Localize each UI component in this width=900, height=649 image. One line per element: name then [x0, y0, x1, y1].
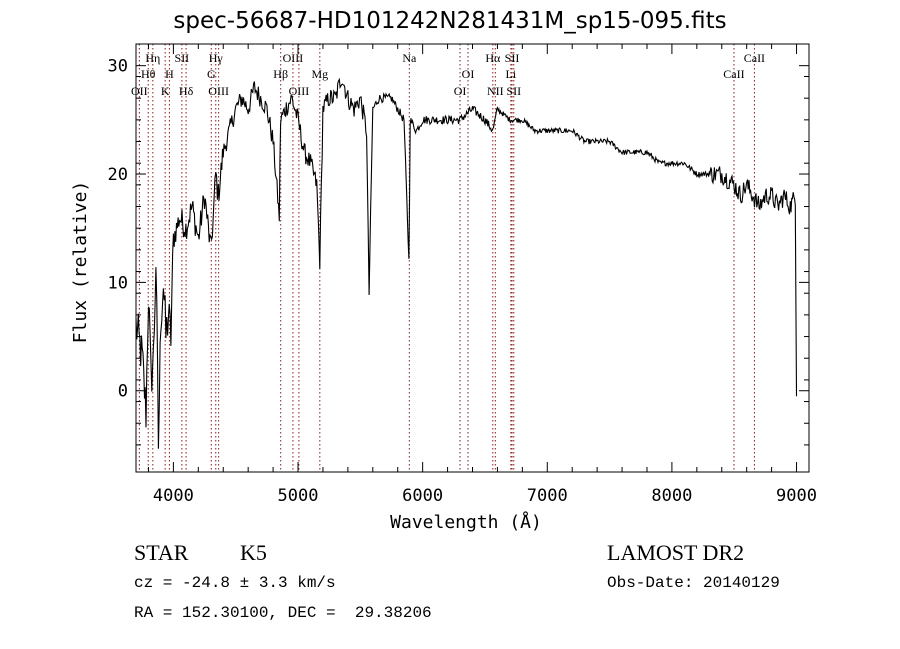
x-tick-label: 8000 — [651, 486, 692, 506]
marker-label: OI — [462, 67, 475, 81]
marker-label: H — [165, 67, 174, 81]
chart-title: spec-56687-HD101242N281431M_sp15-095.fit… — [173, 8, 727, 34]
survey-name: LAMOST DR2 — [607, 540, 745, 565]
marker-label: Hθ — [141, 67, 156, 81]
y-tick-label: 30 — [108, 57, 128, 77]
x-tick-label: 6000 — [402, 486, 443, 506]
x-axis-label: Wavelength (Å) — [390, 511, 542, 533]
marker-label: OIII — [208, 84, 229, 98]
y-axis-label: Flux (relative) — [70, 181, 91, 344]
line-markers — [138, 44, 755, 472]
marker-label: Mg — [311, 67, 328, 81]
marker-label: Hγ — [209, 51, 224, 65]
marker-label: SII — [505, 51, 520, 65]
object-subclass: K5 — [240, 540, 267, 565]
x-axis: 4000 5000 6000 7000 8000 9000 — [147, 44, 817, 506]
marker-label: NII — [487, 84, 504, 98]
x-tick-label: 7000 — [527, 486, 568, 506]
y-tick-label: 20 — [108, 165, 128, 185]
marker-label: Hη — [145, 51, 160, 65]
y-tick-label: 0 — [118, 382, 128, 402]
marker-label: Hδ — [179, 84, 194, 98]
marker-label: OIII — [283, 51, 304, 65]
marker-label: Hα — [485, 51, 501, 65]
y-axis: 0 10 20 30 — [108, 57, 809, 446]
marker-label: SII — [175, 51, 190, 65]
x-tick-label: 5000 — [278, 486, 319, 506]
marker-label: OI — [454, 84, 467, 98]
line-labels: Hη SII Hγ OIII Na Hα SII CaII Hθ H G Hβ Mg OI Li CaII OI… — [131, 51, 765, 98]
object-class: STAR — [134, 540, 189, 565]
y-tick-label: 10 — [108, 273, 128, 293]
coordinates: RA = 152.30100, DEC = 29.38206 — [134, 604, 432, 622]
x-tick-label: 4000 — [153, 486, 194, 506]
spectrum-series-line — [135, 77, 798, 449]
marker-label: Li — [506, 67, 517, 81]
marker-label: CaII — [744, 51, 765, 65]
marker-label: G — [207, 67, 216, 81]
marker-label: Na — [402, 51, 417, 65]
observation-date: Obs-Date: 20140129 — [607, 574, 780, 592]
marker-label: OIII — [289, 84, 310, 98]
marker-label: SII — [506, 84, 521, 98]
marker-label: K — [161, 84, 170, 98]
marker-label: OII — [131, 84, 148, 98]
marker-label: Hβ — [273, 67, 288, 81]
marker-label: CaII — [723, 67, 744, 81]
redshift-velocity: cz = -24.8 ± 3.3 km/s — [134, 574, 336, 592]
x-tick-label: 9000 — [776, 486, 817, 506]
